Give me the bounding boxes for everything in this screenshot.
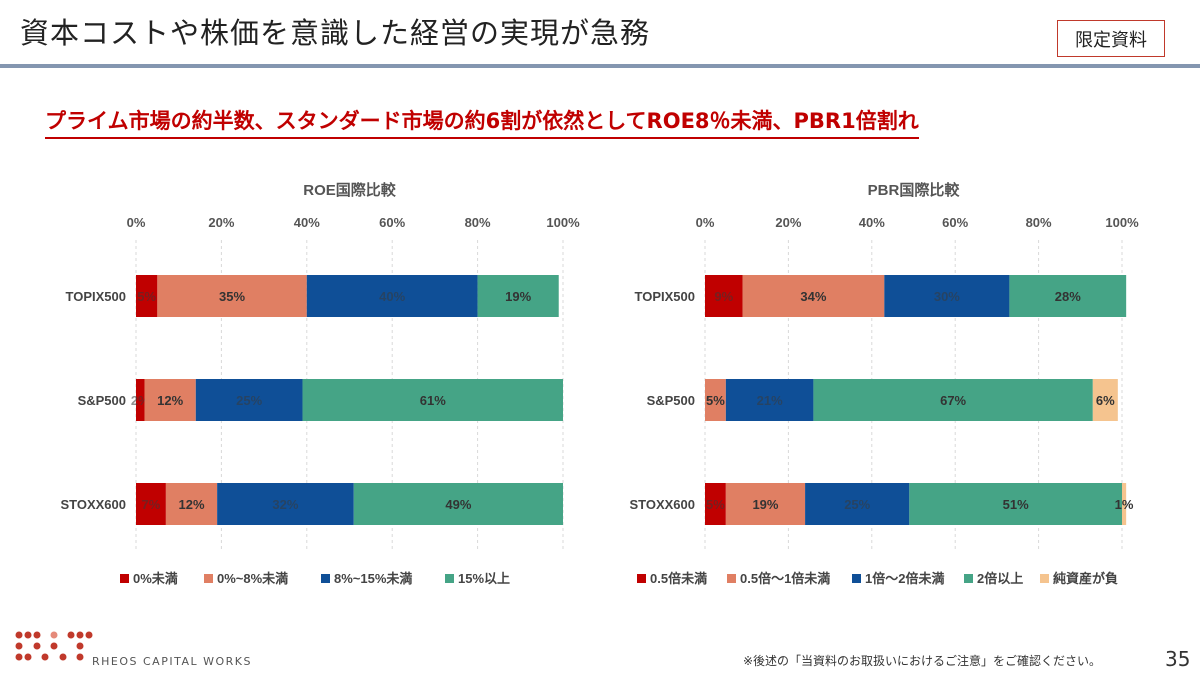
data-label: 49% [445,497,471,512]
legend-label: 0%未満 [133,571,178,586]
chart-title: ROE国際比較 [303,181,397,199]
bar-segment [136,275,158,317]
x-tick-label: 40% [859,215,885,230]
bar-segment [884,275,1010,317]
legend-swatch [120,574,129,583]
bar-segment [144,379,196,421]
data-label: 6% [1096,393,1115,408]
legend-swatch [321,574,330,583]
x-tick-label: 40% [294,215,320,230]
bar-segment [302,379,563,421]
x-tick-label: 100% [546,215,580,230]
bar-segment [705,379,726,421]
data-label: 19% [752,497,778,512]
bar-segment [353,483,563,525]
legend-swatch [637,574,646,583]
footnote: ※後述の「当資料のお取扱いにおけるご注意」をご確認ください。 [743,654,1102,668]
data-label: 19% [505,289,531,304]
x-tick-label: 80% [1026,215,1052,230]
legend-label: 0%~8%未満 [217,571,288,586]
legend-label: 15%以上 [458,571,510,586]
confidential-badge: 限定資料 [1057,20,1165,57]
data-label: 34% [800,289,826,304]
x-tick-label: 0% [127,215,146,230]
data-label: 40% [379,289,405,304]
bar-segment [742,275,885,317]
legend-label: 0.5倍～1倍未満 [740,571,830,586]
company-name: RHEOS CAPITAL WORKS [92,655,252,668]
data-label: 9% [714,289,733,304]
category-label: S&P500 [78,393,126,408]
data-label: 28% [1055,289,1081,304]
x-tick-label: 0% [696,215,715,230]
data-label: 35% [219,289,245,304]
data-label: 25% [844,497,870,512]
bar-segment [909,483,1122,525]
x-tick-label: 20% [208,215,234,230]
bar-segment [165,483,218,525]
bar-segment [1122,483,1127,525]
x-tick-label: 80% [465,215,491,230]
legend-label: 純資産が負 [1053,571,1118,586]
page-number: 35 [1165,647,1191,671]
legend-swatch [727,574,736,583]
bar-segment [813,379,1093,421]
legend-swatch [964,574,973,583]
bar-segment [705,483,726,525]
data-label: 7% [142,497,161,512]
bar-segment [725,483,806,525]
x-tick-label: 20% [775,215,801,230]
legend-swatch [852,574,861,583]
bar-segment [136,483,166,525]
legend-label: 1倍～2倍未満 [865,571,944,586]
data-label: 30% [934,289,960,304]
category-label: S&P500 [647,393,695,408]
bar-segment [1009,275,1127,317]
data-label: 5% [706,497,725,512]
data-label: 5% [706,393,725,408]
legend-swatch [445,574,454,583]
bar-segment [705,275,743,317]
data-label: 51% [1003,497,1029,512]
legend-label: 0.5倍未満 [650,571,707,586]
legend-label: 8%~15%未満 [334,571,412,586]
category-label: STOXX600 [629,497,695,512]
data-label: 25% [236,393,262,408]
title-divider [0,64,1200,68]
x-tick-label: 60% [942,215,968,230]
data-label: 12% [157,393,183,408]
legend-swatch [1040,574,1049,583]
category-label: TOPIX500 [635,289,695,304]
data-label: 5% [137,289,156,304]
legend-swatch [204,574,213,583]
bar-segment [157,275,307,317]
category-label: TOPIX500 [66,289,126,304]
rheos-logo-icon [15,631,93,661]
legend-label: 2倍以上 [977,571,1023,586]
bar-segment [136,379,145,421]
bar-segment [805,483,910,525]
data-label: 21% [757,393,783,408]
data-label: 32% [272,497,298,512]
bar-segment [477,275,559,317]
chart-title: PBR国際比較 [868,181,961,199]
page-title: 資本コストや株価を意識した経営の実現が急務 [20,16,651,50]
headline: プライム市場の約半数、スタンダード市場の約6割が依然としてROE8％未満、PBR… [45,105,919,139]
x-tick-label: 100% [1105,215,1139,230]
data-label: 12% [178,497,204,512]
data-label: 1% [1115,497,1134,512]
bar-segment [1092,379,1118,421]
bar-segment [195,379,303,421]
data-label: 61% [420,393,446,408]
bar-segment [217,483,354,525]
x-tick-label: 60% [379,215,405,230]
data-label: 67% [940,393,966,408]
category-label: STOXX600 [60,497,126,512]
bar-segment [725,379,814,421]
bar-segment [306,275,478,317]
